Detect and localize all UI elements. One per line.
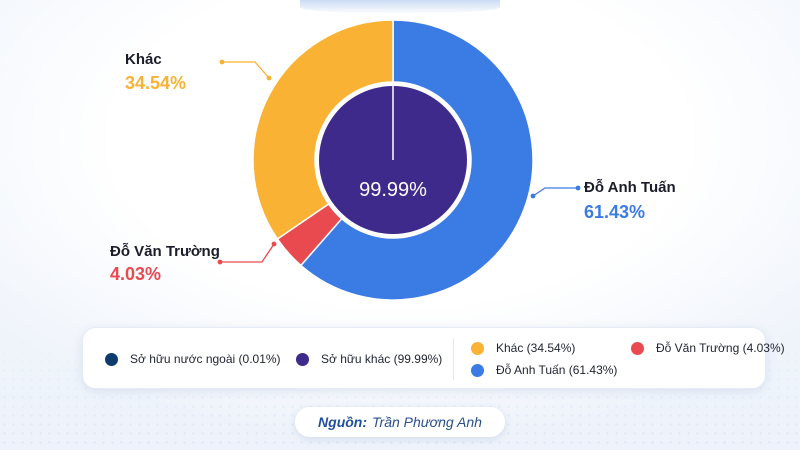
- legend-dot: [471, 363, 484, 377]
- source-label: Nguồn:: [318, 414, 368, 430]
- legend-item-other-ownership: Sở hữu khác (99.99%): [296, 352, 442, 366]
- legend-dot: [471, 341, 484, 355]
- leader-line-0: [532, 187, 578, 197]
- legend-dot: [631, 341, 644, 355]
- legend-label: Sở hữu nước ngoài (0.01%): [130, 352, 281, 366]
- legend-dot: [105, 352, 118, 366]
- leader-dot: [266, 75, 272, 81]
- callout-value-do-anh-tuan: 61.43%: [584, 202, 645, 222]
- legend-item-khac: Khác (34.54%): [471, 341, 575, 355]
- callout-name-do-anh-tuan: Đỗ Anh Tuấn: [584, 179, 676, 196]
- leader-dot: [271, 241, 277, 247]
- leader-line-1: [220, 243, 275, 263]
- callout-name-khac: Khác: [125, 51, 162, 68]
- callout-value-do-van-truong: 4.03%: [110, 264, 161, 284]
- legend-dot: [296, 352, 309, 366]
- legend-item-foreign-ownership: Sở hữu nước ngoài (0.01%): [105, 352, 281, 366]
- legend-panel: Sở hữu nước ngoài (0.01%) Sở hữu khác (9…: [82, 327, 785, 389]
- legend-label: Đỗ Anh Tuấn (61.43%): [496, 363, 618, 377]
- legend-label: Sở hữu khác (99.99%): [321, 352, 443, 366]
- callout-name-do-van-truong: Đỗ Văn Trường: [110, 243, 220, 260]
- leader-lines: [217, 59, 581, 265]
- legend-label: Khác (34.54%): [496, 341, 576, 355]
- source-badge: Nguồn: Trần Phương Anh: [295, 407, 505, 437]
- legend-item-do-anh-tuan: Đỗ Anh Tuấn (61.43%): [471, 363, 617, 377]
- legend-item-do-van-truong: Đỗ Văn Trường (4.03%): [631, 341, 785, 355]
- outer-slice-2: [252, 19, 394, 241]
- legend-label: Đỗ Văn Trường (4.03%): [656, 341, 785, 355]
- background-top-glow: [300, 0, 500, 14]
- outer-slice-0: [299, 19, 534, 301]
- leader-dot: [219, 59, 225, 65]
- center-value-label: 99.99%: [359, 179, 427, 201]
- outer-ring: [252, 19, 534, 301]
- leader-line-2: [222, 61, 270, 79]
- leader-dot: [530, 193, 536, 199]
- leader-dot: [217, 259, 223, 265]
- legend-divider: [453, 338, 454, 380]
- leader-dot: [575, 185, 581, 191]
- source-value: Trần Phương Anh: [372, 414, 482, 430]
- inner-circle: [318, 85, 467, 234]
- callout-value-khac: 34.54%: [125, 73, 186, 93]
